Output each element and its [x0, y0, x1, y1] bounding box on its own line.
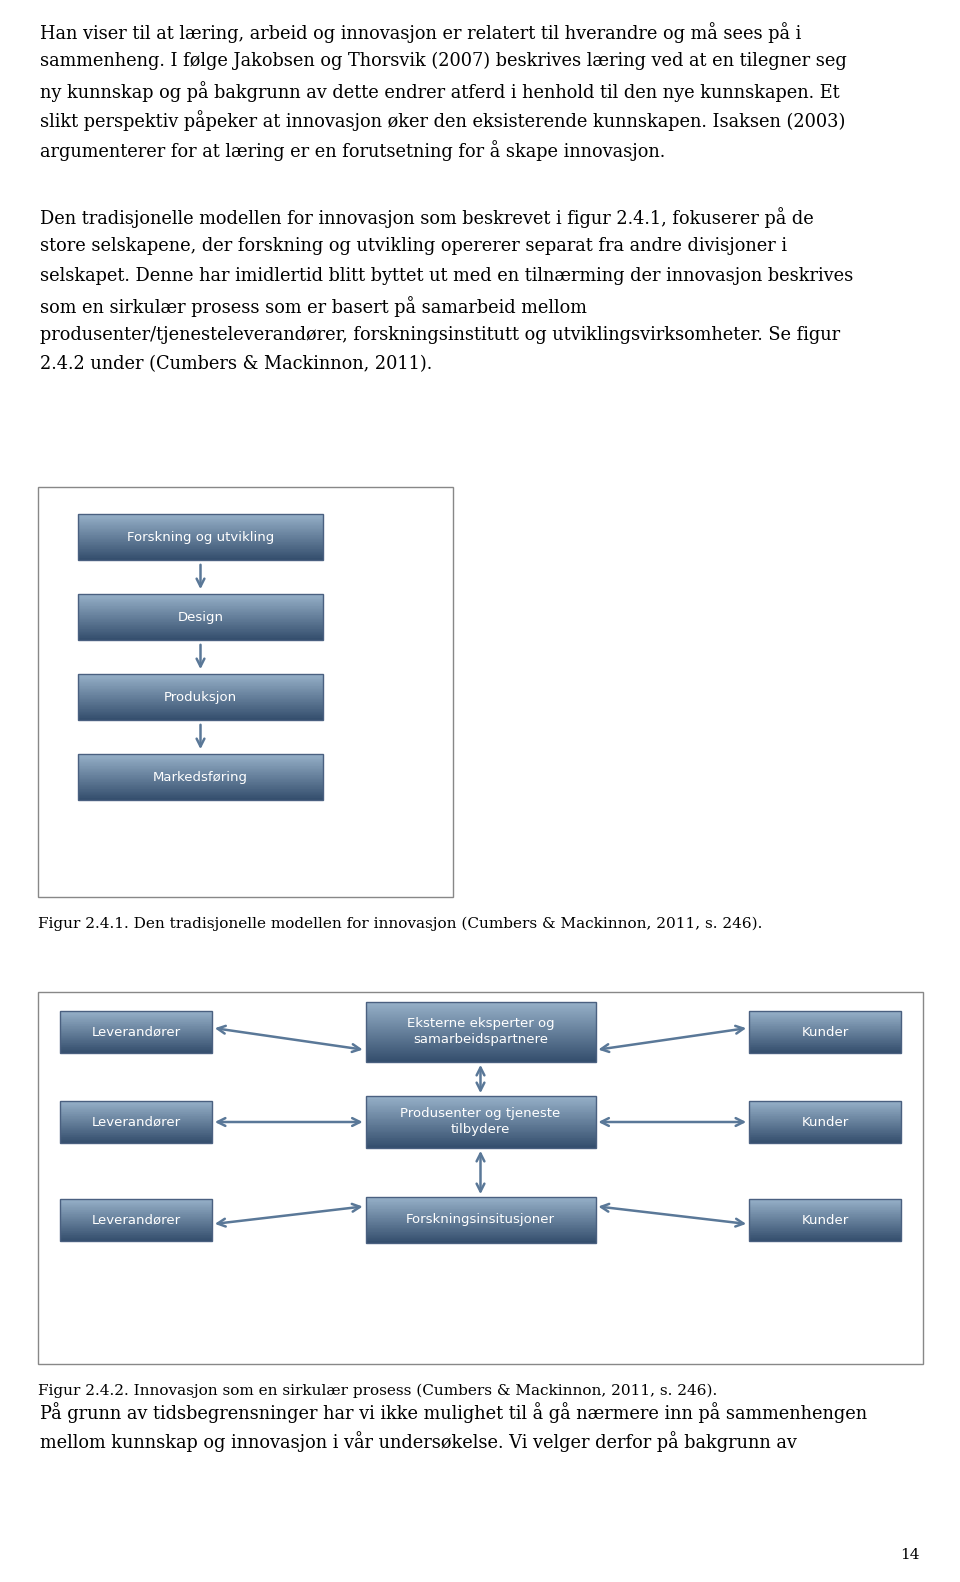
Bar — [60, 1199, 212, 1240]
Text: sammenheng. I følge Jakobsen og Thorsvik (2007) beskrives læring ved at en tileg: sammenheng. I følge Jakobsen og Thorsvik… — [40, 52, 847, 70]
Text: Kunder: Kunder — [802, 1025, 849, 1038]
Text: Leverandører: Leverandører — [91, 1213, 180, 1226]
Text: produsenter/tjenesteleverandører, forskningsinstitutt og utviklingsvirksomheter.: produsenter/tjenesteleverandører, forskn… — [40, 326, 840, 343]
Bar — [78, 755, 323, 800]
Text: mellom kunnskap og innovasjon i vår undersøkelse. Vi velger derfor på bakgrunn a: mellom kunnskap og innovasjon i vår unde… — [40, 1432, 797, 1452]
Bar — [366, 1001, 595, 1062]
Bar — [749, 1199, 901, 1240]
Text: argumenterer for at læring er en forutsetning for å skape innovasjon.: argumenterer for at læring er en forutse… — [40, 139, 665, 161]
Text: Produsenter og tjeneste
tilbydere: Produsenter og tjeneste tilbydere — [400, 1107, 561, 1136]
Text: store selskapene, der forskning og utvikling opererer separat fra andre divisjon: store selskapene, der forskning og utvik… — [40, 237, 787, 255]
Bar — [78, 674, 323, 720]
Bar — [60, 1101, 212, 1144]
Bar — [38, 992, 923, 1364]
Text: På grunn av tidsbegrensninger har vi ikke mulighet til å gå nærmere inn på samme: På grunn av tidsbegrensninger har vi ikk… — [40, 1402, 867, 1422]
Text: Han viser til at læring, arbeid og innovasjon er relatert til hverandre og må se: Han viser til at læring, arbeid og innov… — [40, 22, 802, 43]
Text: Den tradisjonelle modellen for innovasjon som beskrevet i figur 2.4.1, fokuserer: Den tradisjonelle modellen for innovasjo… — [40, 207, 814, 228]
Text: Figur 2.4.2. Innovasjon som en sirkulær prosess (Cumbers & Mackinnon, 2011, s. 2: Figur 2.4.2. Innovasjon som en sirkulær … — [38, 1384, 717, 1398]
Bar — [78, 514, 323, 560]
Text: som en sirkulær prosess som er basert på samarbeid mellom: som en sirkulær prosess som er basert på… — [40, 296, 587, 316]
Text: Leverandører: Leverandører — [91, 1115, 180, 1128]
Text: Markedsføring: Markedsføring — [153, 770, 248, 783]
Bar — [38, 487, 453, 897]
Text: Leverandører: Leverandører — [91, 1025, 180, 1038]
Text: Design: Design — [178, 611, 224, 623]
Text: selskapet. Denne har imidlertid blitt byttet ut med en tilnærming der innovasjon: selskapet. Denne har imidlertid blitt by… — [40, 266, 853, 285]
Bar — [366, 1198, 595, 1243]
Bar — [749, 1101, 901, 1144]
Text: Kunder: Kunder — [802, 1213, 849, 1226]
Text: Forskningsinsitusjoner: Forskningsinsitusjoner — [406, 1213, 555, 1226]
Text: Produksjon: Produksjon — [164, 690, 237, 704]
Text: 14: 14 — [900, 1549, 920, 1561]
Text: Kunder: Kunder — [802, 1115, 849, 1128]
Text: slikt perspektiv påpeker at innovasjon øker den eksisterende kunnskapen. Isaksen: slikt perspektiv påpeker at innovasjon ø… — [40, 111, 846, 131]
Bar — [749, 1011, 901, 1054]
Text: Figur 2.4.1. Den tradisjonelle modellen for innovasjon (Cumbers & Mackinnon, 201: Figur 2.4.1. Den tradisjonelle modellen … — [38, 918, 762, 932]
Text: 2.4.2 under (Cumbers & Mackinnon, 2011).: 2.4.2 under (Cumbers & Mackinnon, 2011). — [40, 354, 432, 373]
Text: ny kunnskap og på bakgrunn av dette endrer atferd i henhold til den nye kunnskap: ny kunnskap og på bakgrunn av dette endr… — [40, 81, 840, 101]
Text: Forskning og utvikling: Forskning og utvikling — [127, 530, 275, 544]
Text: Eksterne eksperter og
samarbeidspartnere: Eksterne eksperter og samarbeidspartnere — [407, 1017, 554, 1047]
Bar — [60, 1011, 212, 1054]
Bar — [78, 593, 323, 641]
Bar — [366, 1096, 595, 1149]
